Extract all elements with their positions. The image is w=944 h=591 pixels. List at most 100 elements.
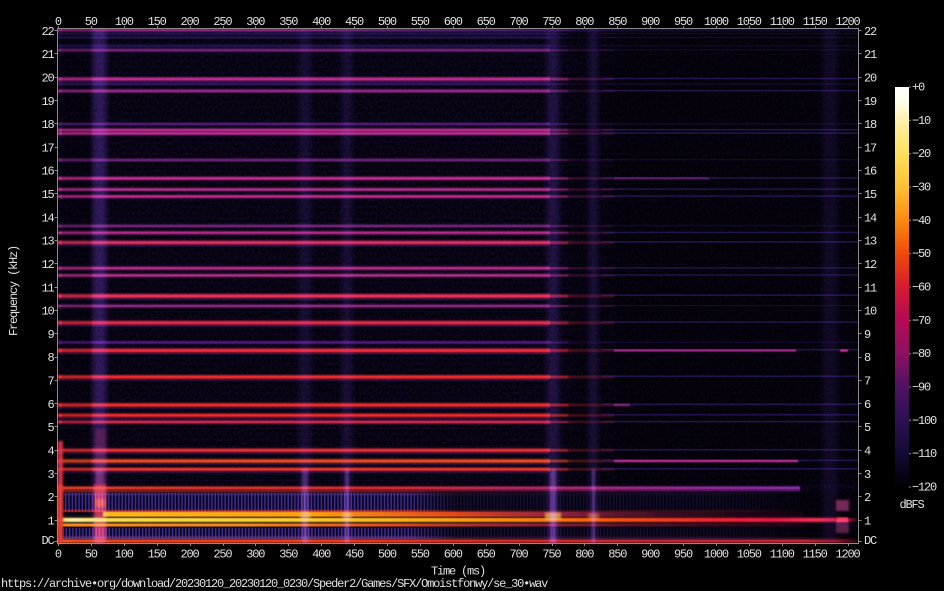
svg-text:900: 900 xyxy=(641,548,660,562)
svg-text:15: 15 xyxy=(864,188,877,202)
svg-text:12: 12 xyxy=(864,258,877,272)
svg-text:400: 400 xyxy=(312,15,331,29)
svg-text:800: 800 xyxy=(575,548,594,562)
svg-text:550: 550 xyxy=(411,548,430,562)
svg-text:650: 650 xyxy=(477,548,496,562)
svg-text:14: 14 xyxy=(864,211,877,225)
svg-text:2: 2 xyxy=(47,491,54,505)
svg-text:850: 850 xyxy=(608,548,627,562)
svg-text:−50: −50 xyxy=(912,247,931,261)
svg-text:300: 300 xyxy=(246,548,265,562)
svg-text:20: 20 xyxy=(864,72,877,86)
svg-text:550: 550 xyxy=(411,15,430,29)
svg-text:DC: DC xyxy=(41,534,54,548)
svg-text:1150: 1150 xyxy=(803,15,828,29)
svg-text:DC: DC xyxy=(864,534,877,548)
svg-text:450: 450 xyxy=(345,15,364,29)
svg-text:2: 2 xyxy=(864,491,871,505)
svg-text:5: 5 xyxy=(47,421,54,435)
svg-text:100: 100 xyxy=(115,548,134,562)
svg-text:14: 14 xyxy=(41,211,54,225)
svg-text:400: 400 xyxy=(312,548,331,562)
svg-text:17: 17 xyxy=(41,141,54,155)
svg-text:250: 250 xyxy=(213,15,232,29)
svg-text:700: 700 xyxy=(509,548,528,562)
svg-text:8: 8 xyxy=(864,351,871,365)
svg-text:−30: −30 xyxy=(912,181,931,195)
svg-text:150: 150 xyxy=(148,15,167,29)
svg-text:11: 11 xyxy=(41,281,54,295)
svg-text:−40: −40 xyxy=(912,214,931,228)
svg-text:1150: 1150 xyxy=(803,548,828,562)
svg-text:22: 22 xyxy=(41,25,54,39)
svg-text:350: 350 xyxy=(279,548,298,562)
svg-text:0: 0 xyxy=(55,15,62,29)
svg-text:9: 9 xyxy=(47,328,54,342)
svg-text:1: 1 xyxy=(47,514,54,528)
svg-text:−70: −70 xyxy=(912,314,931,328)
svg-text:4: 4 xyxy=(47,445,54,459)
svg-text:20: 20 xyxy=(41,72,54,86)
svg-text:500: 500 xyxy=(378,548,397,562)
svg-text:Time (ms): Time (ms) xyxy=(431,565,485,579)
svg-text:+0: +0 xyxy=(912,81,925,95)
svg-text:50: 50 xyxy=(85,15,98,29)
svg-text:−80: −80 xyxy=(912,347,931,361)
svg-text:6: 6 xyxy=(47,398,54,412)
svg-text:19: 19 xyxy=(864,95,877,109)
svg-text:16: 16 xyxy=(41,165,54,179)
svg-text:1100: 1100 xyxy=(770,548,795,562)
svg-text:750: 750 xyxy=(542,15,561,29)
svg-text:800: 800 xyxy=(575,15,594,29)
svg-text:950: 950 xyxy=(674,15,693,29)
svg-text:11: 11 xyxy=(864,281,877,295)
svg-text:22: 22 xyxy=(864,25,877,39)
svg-text:21: 21 xyxy=(864,48,877,62)
svg-text:650: 650 xyxy=(477,15,496,29)
svg-text:18: 18 xyxy=(41,118,54,132)
svg-text:100: 100 xyxy=(115,15,134,29)
svg-text:1000: 1000 xyxy=(704,548,729,562)
svg-text:13: 13 xyxy=(41,235,54,249)
svg-text:−120: −120 xyxy=(912,481,937,495)
svg-text:13: 13 xyxy=(864,235,877,249)
svg-text:3: 3 xyxy=(864,468,871,482)
svg-text:50: 50 xyxy=(85,548,98,562)
svg-text:1100: 1100 xyxy=(770,15,795,29)
svg-text:−20: −20 xyxy=(912,147,931,161)
svg-text:9: 9 xyxy=(864,328,871,342)
svg-text:−10: −10 xyxy=(912,114,931,128)
svg-text:7: 7 xyxy=(864,375,871,389)
svg-text:600: 600 xyxy=(444,548,463,562)
svg-text:150: 150 xyxy=(148,548,167,562)
svg-text:4: 4 xyxy=(864,445,871,459)
svg-text:1050: 1050 xyxy=(737,548,762,562)
svg-text:350: 350 xyxy=(279,15,298,29)
svg-text:15: 15 xyxy=(41,188,54,202)
svg-text:10: 10 xyxy=(41,305,54,319)
svg-text:10: 10 xyxy=(864,305,877,319)
svg-text:−60: −60 xyxy=(912,281,931,295)
svg-text:1050: 1050 xyxy=(737,15,762,29)
svg-text:950: 950 xyxy=(674,548,693,562)
svg-text:600: 600 xyxy=(444,15,463,29)
svg-text:850: 850 xyxy=(608,15,627,29)
svg-text:6: 6 xyxy=(864,398,871,412)
svg-text:16: 16 xyxy=(864,165,877,179)
svg-text:8: 8 xyxy=(47,351,54,365)
svg-text:750: 750 xyxy=(542,548,561,562)
svg-text:700: 700 xyxy=(509,15,528,29)
svg-text:1200: 1200 xyxy=(835,15,860,29)
svg-text:1: 1 xyxy=(864,514,871,528)
svg-text:18: 18 xyxy=(864,118,877,132)
svg-text:Frequency (kHz): Frequency (kHz) xyxy=(7,246,21,336)
svg-text:200: 200 xyxy=(180,548,199,562)
svg-text:500: 500 xyxy=(378,15,397,29)
svg-text:17: 17 xyxy=(864,141,877,155)
svg-text:200: 200 xyxy=(180,15,199,29)
svg-text:12: 12 xyxy=(41,258,54,272)
svg-text:7: 7 xyxy=(47,375,54,389)
svg-text:900: 900 xyxy=(641,15,660,29)
svg-text:−90: −90 xyxy=(912,381,931,395)
svg-text:−110: −110 xyxy=(912,447,937,461)
